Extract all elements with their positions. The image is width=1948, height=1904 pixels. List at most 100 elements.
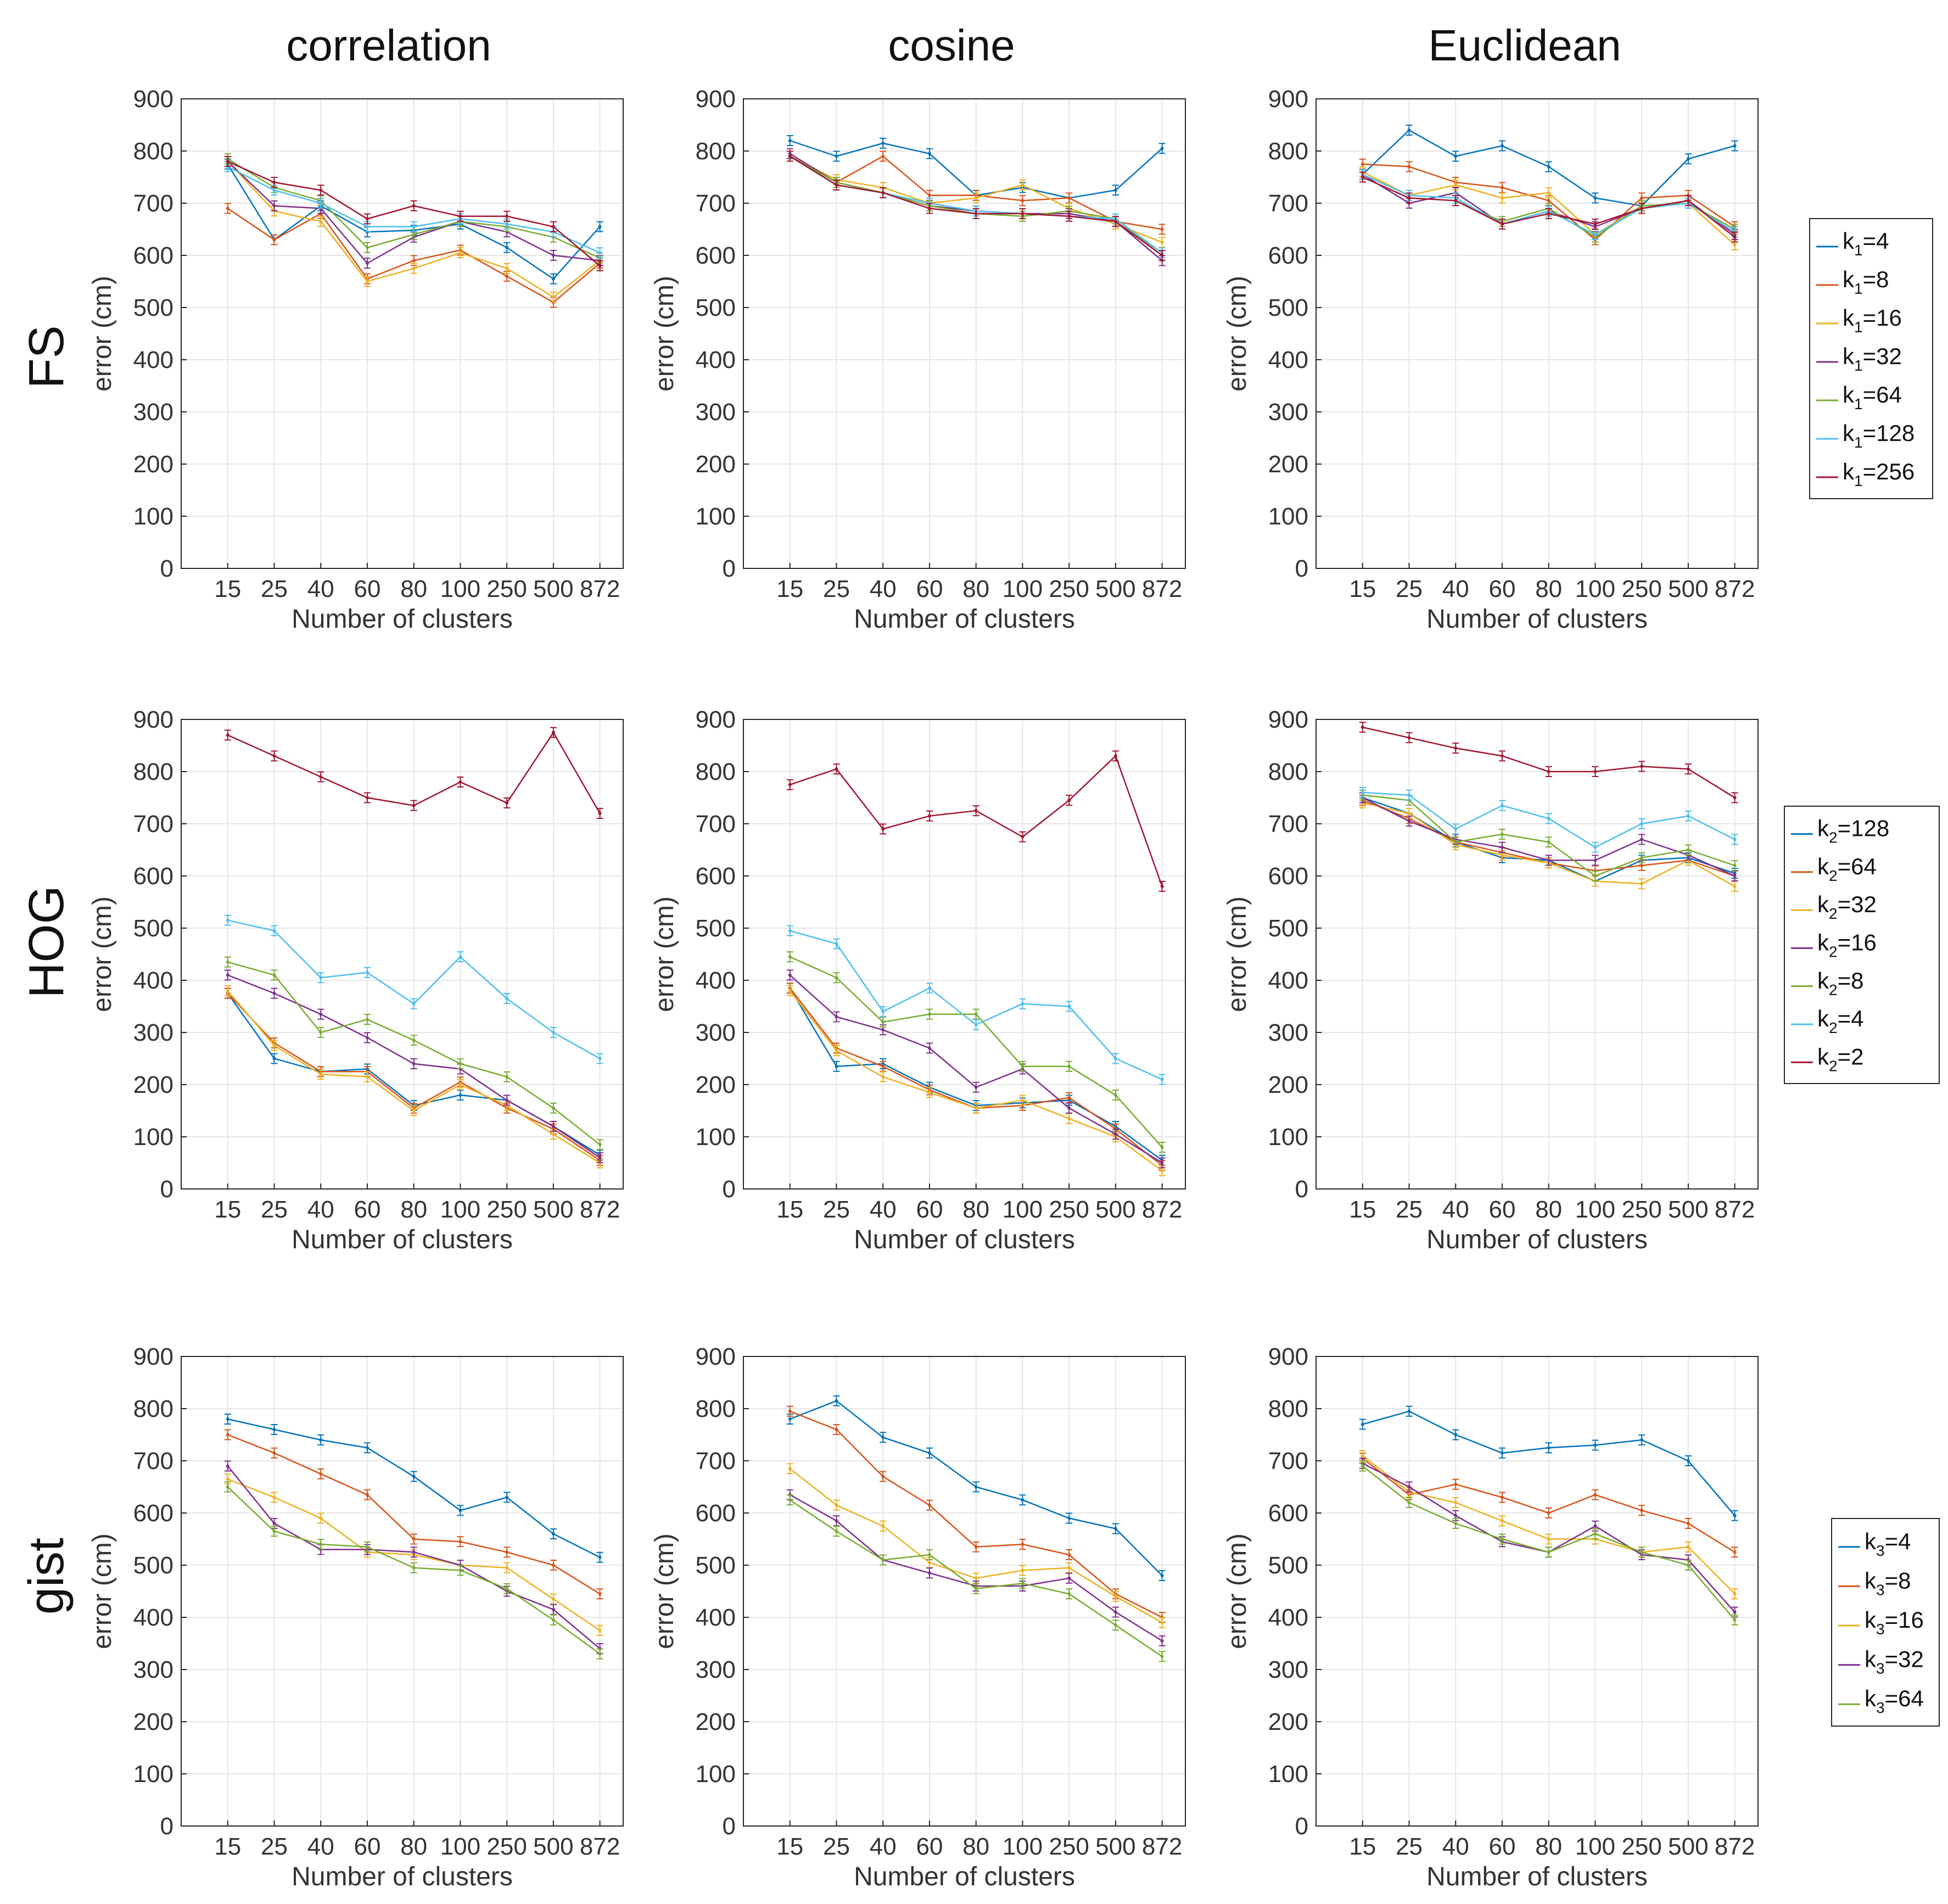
data-point — [1593, 845, 1597, 849]
legend-label: k2=32 — [1817, 891, 1877, 922]
data-point — [226, 960, 229, 964]
data-point — [835, 942, 838, 946]
data-point — [458, 251, 462, 255]
series-k1=256 — [1359, 171, 1738, 243]
x-tick-label: 872 — [1142, 1833, 1182, 1860]
x-axis-label: Number of clusters — [292, 1225, 513, 1254]
data-point — [226, 733, 229, 737]
data-point — [1160, 1146, 1164, 1149]
data-point — [1021, 1582, 1025, 1585]
legend-label: k1=32 — [1843, 343, 1902, 374]
data-point — [788, 955, 792, 959]
data-point — [788, 929, 792, 933]
data-point — [1547, 199, 1550, 203]
x-tick-label: 250 — [486, 1833, 527, 1860]
data-point — [1361, 175, 1364, 179]
data-point — [319, 1073, 323, 1076]
x-tick-label: 25 — [1396, 1196, 1423, 1223]
y-tick-label: 400 — [1268, 1604, 1308, 1631]
x-tick-label: 80 — [1535, 1196, 1562, 1223]
data-point — [319, 1012, 323, 1016]
data-point — [1160, 147, 1164, 150]
data-point — [412, 266, 416, 270]
y-tick-label: 300 — [696, 1656, 736, 1683]
y-tick-label: 200 — [696, 1071, 736, 1098]
legend-entry: k3=32 — [1838, 1646, 1924, 1677]
data-point — [974, 809, 978, 813]
x-tick-label: 60 — [916, 576, 943, 602]
series-k1=256 — [786, 150, 1166, 261]
data-point — [1547, 165, 1550, 169]
y-tick-label: 900 — [1268, 86, 1308, 113]
data-point — [505, 997, 509, 1001]
x-tick-label: 60 — [916, 1833, 943, 1860]
data-point — [1021, 1098, 1025, 1102]
data-point — [927, 1046, 931, 1050]
data-point — [1547, 1446, 1550, 1450]
data-point — [788, 139, 792, 142]
y-tick-label: 100 — [133, 1761, 173, 1788]
y-tick-label: 500 — [133, 915, 173, 942]
x-tick-label: 40 — [307, 576, 334, 602]
axes-box — [181, 98, 624, 569]
legend-row-0: k1=4 k1=8 k1=16 k1=32 k1=64 k1=128 k1=256 — [1809, 218, 1933, 499]
legend-label: k2=4 — [1817, 1006, 1863, 1036]
data-point — [365, 1446, 369, 1450]
data-point — [1733, 885, 1737, 888]
x-tick-label: 15 — [1349, 576, 1376, 602]
data-point — [365, 970, 369, 974]
data-point — [881, 1064, 885, 1068]
legends: k1=4 k1=8 k1=16 k1=32 k1=64 k1=128 k1=256 k2=12… — [1784, 218, 1940, 1727]
data-point — [412, 1566, 416, 1570]
data-point — [505, 801, 509, 805]
data-point — [1686, 1522, 1690, 1525]
x-axis-label: Number of clusters — [1426, 605, 1648, 634]
data-point — [974, 1012, 978, 1016]
y-tick-label: 800 — [133, 1395, 173, 1422]
data-point — [1113, 188, 1117, 192]
data-point — [272, 1428, 276, 1431]
y-tick-label: 600 — [696, 863, 736, 890]
x-tick-label: 80 — [1535, 1833, 1562, 1860]
data-point — [1067, 1116, 1071, 1120]
y-tick-label: 300 — [696, 399, 736, 426]
data-point — [1160, 227, 1164, 231]
data-point — [1640, 1550, 1644, 1554]
x-tick-label: 80 — [400, 576, 427, 602]
data-point — [1067, 1576, 1071, 1580]
data-point — [927, 1571, 931, 1575]
x-axis-label: Number of clusters — [854, 605, 1075, 634]
data-point — [1067, 1566, 1071, 1570]
data-point — [365, 1545, 369, 1549]
data-point — [458, 1568, 462, 1572]
y-tick-label: 500 — [1268, 1552, 1308, 1579]
x-tick-label: 80 — [1535, 576, 1562, 602]
x-tick-label: 40 — [1442, 1196, 1469, 1223]
x-tick-label: 872 — [1715, 1833, 1755, 1860]
data-point — [505, 1075, 509, 1079]
y-tick-label: 400 — [696, 347, 736, 373]
x-tick-label: 40 — [1442, 576, 1469, 602]
column-title-cosine: cosine — [888, 21, 1015, 70]
y-tick-label: 0 — [160, 555, 173, 582]
y-tick-label: 200 — [696, 451, 736, 478]
y-tick-label: 300 — [133, 1019, 173, 1046]
x-tick-label: 250 — [486, 1196, 527, 1223]
y-tick-label: 900 — [133, 1343, 173, 1370]
data-point — [226, 1477, 229, 1481]
data-point — [412, 225, 416, 228]
data-point — [1640, 882, 1644, 886]
x-tick-label: 25 — [1396, 1833, 1423, 1860]
data-point — [1593, 770, 1597, 773]
data-point — [1454, 1482, 1458, 1486]
data-point — [1640, 764, 1644, 768]
y-tick-label: 700 — [1268, 1448, 1308, 1475]
data-point — [365, 225, 369, 228]
data-point — [551, 277, 555, 281]
series-k3=32 — [224, 1460, 603, 1654]
data-point — [1547, 770, 1550, 773]
data-point — [1454, 746, 1458, 750]
data-point — [881, 1028, 885, 1032]
data-point — [1407, 196, 1411, 200]
data-point — [319, 1543, 323, 1546]
